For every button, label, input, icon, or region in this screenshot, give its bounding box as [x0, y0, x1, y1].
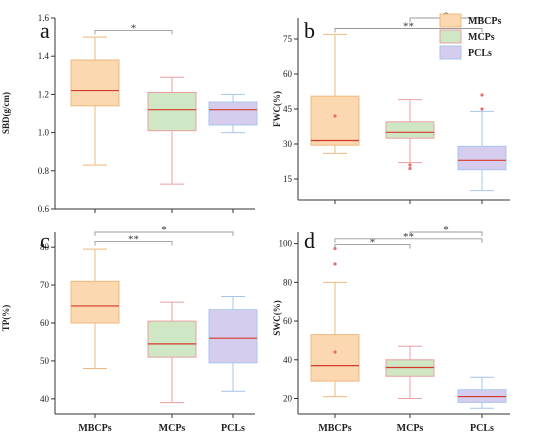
panel-c-pcls-box [208, 309, 258, 364]
panel-d-significance-0-label: * [370, 237, 376, 249]
panel-a-y-tick-label: 0.6 [38, 204, 50, 214]
panel-a-mbcps-box [70, 59, 120, 107]
panel-d-y-tick-label: 40 [283, 355, 293, 365]
legend-swatch-mbcps [439, 13, 462, 28]
panel-c-mbcps-box [70, 280, 120, 324]
panel-d-significance-2-label: * [443, 224, 449, 236]
panel-c-letter: c [40, 228, 50, 253]
legend-label-pcls: PCLs [468, 48, 492, 59]
panel-a-y-tick-label: 1.2 [38, 89, 49, 99]
panel-d-significance-1-bracket [334, 238, 483, 243]
panel-d-mbcps-box [310, 334, 360, 382]
panel-b-mbcps-mean-point [333, 114, 337, 118]
legend-label-mbcps: MBCPs [468, 16, 501, 27]
panel-d-y-tick-label: 100 [279, 239, 293, 249]
panel-d-mbcps-outlier-point [333, 262, 337, 266]
panel-a-y-tick-label: 1.0 [38, 128, 50, 138]
panel-c-significance-1-bracket [94, 231, 234, 236]
panel-b-pcls-outlier-point [480, 107, 484, 111]
panel-b-pcls-outlier-point [480, 93, 484, 97]
panel-c-significance-0-label: ** [128, 233, 139, 245]
panel-c-mcps-box [147, 320, 197, 358]
panel-a-letter: a [40, 18, 50, 43]
panel-b-y-axis-label: FWC(%) [272, 91, 282, 127]
panel-d-y-tick-label: 80 [283, 277, 293, 287]
panel-b-y-tick-label: 15 [283, 174, 293, 184]
panel-a-mcps-box [147, 91, 197, 132]
panel-c-x-label-mcps: MCPs [159, 423, 186, 434]
panel-c-y-axis-label: TP(%) [1, 305, 11, 332]
panel-b-significance-0-label: ** [403, 21, 414, 33]
panel-b-y-tick-label: 30 [283, 139, 293, 149]
panel-c-significance-1-label: * [161, 224, 167, 236]
legend: MBCPs MCPs PCLs [439, 13, 501, 60]
panel-c-y-tick-label: 60 [40, 318, 50, 328]
panel-c-y-tick-label: 50 [40, 356, 50, 366]
panel-b-mcps-outlier-point [408, 163, 412, 167]
panel-d-mbcps-mean-point [333, 350, 337, 354]
panel-d-significance-1-label: ** [403, 231, 414, 243]
panel-d-y-tick-label: 60 [283, 316, 293, 326]
panel-d-significance-0-bracket [334, 244, 411, 249]
legend-swatch-pcls [439, 45, 462, 60]
panel-a-significance-0-label: * [131, 22, 137, 34]
panel-b-mbcps-box [310, 95, 360, 146]
panel-b-letter: b [304, 18, 315, 43]
panel-a-y-tick-label: 0.8 [38, 166, 50, 176]
panel-a-y-tick-label: 1.6 [38, 13, 50, 23]
panel-c-x-label-pcls: PCLs [221, 423, 245, 434]
panel-b-mcps-box [385, 121, 435, 139]
panel-d-x-label-mbcps: MBCPs [318, 423, 351, 434]
panel-b-significance-0-bracket [334, 28, 483, 33]
panel-a-y-tick-label: 1.4 [38, 51, 50, 61]
panel-b-y-tick-label: 60 [283, 69, 293, 79]
panel-d-x-label-mcps: MCPs [397, 423, 424, 434]
panel-d-letter: d [304, 228, 315, 253]
panel-a-significance-0-bracket [94, 29, 173, 35]
legend-label-mcps: MCPs [468, 32, 495, 43]
panel-c-x-label-mbcps: MBCPs [78, 423, 111, 434]
panel-a-pcls-box [208, 101, 258, 126]
panel-d-y-tick-label: 20 [283, 394, 293, 404]
panel-b-y-tick-label: 45 [283, 104, 293, 114]
panel-c-y-tick-label: 80 [40, 242, 50, 252]
panel-d-x-label-pcls: PCLs [470, 423, 494, 434]
panel-d-y-axis-label: SWC(%) [272, 300, 282, 336]
panel-a-y-axis-label: SBD(g/cm) [1, 92, 11, 134]
panel-b-mcps-outlier-point [408, 166, 412, 171]
panel-c-y-tick-label: 40 [40, 394, 50, 404]
panel-b-y-tick-label: 75 [283, 34, 293, 44]
panel-a: a SBD(g/cm) 0.6 0.8 1.0 1.2 1.4 1.6 * [1, 13, 258, 214]
panel-c-y-tick-label: 70 [40, 280, 50, 290]
panel-d-significance-2-bracket [409, 231, 483, 236]
legend-swatch-mcps [439, 29, 462, 44]
panel-b-pcls-box [457, 145, 507, 171]
panel-c-significance-0-bracket [94, 241, 173, 246]
